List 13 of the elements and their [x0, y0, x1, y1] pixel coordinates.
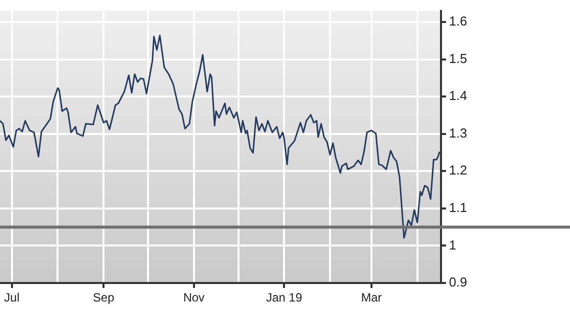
y-tick-label: 1.6: [449, 14, 468, 29]
x-tick-label: Jan 19: [266, 290, 302, 305]
x-tick-label: Sep: [92, 290, 115, 305]
x-tick-label: Nov: [183, 290, 205, 305]
y-tick-label: 1.3: [449, 125, 468, 140]
x-tick-label: Jul: [4, 290, 20, 305]
y-tick-label: 1.4: [449, 88, 468, 104]
x-tick-label: Mar: [361, 290, 382, 305]
y-tick-label: 1.1: [449, 200, 468, 216]
y-tick-label: 1: [449, 237, 456, 252]
y-tick-label: 1.2: [449, 162, 468, 178]
y-tick-label: 1.5: [449, 50, 468, 66]
y-tick-label: 0.9: [449, 274, 468, 290]
